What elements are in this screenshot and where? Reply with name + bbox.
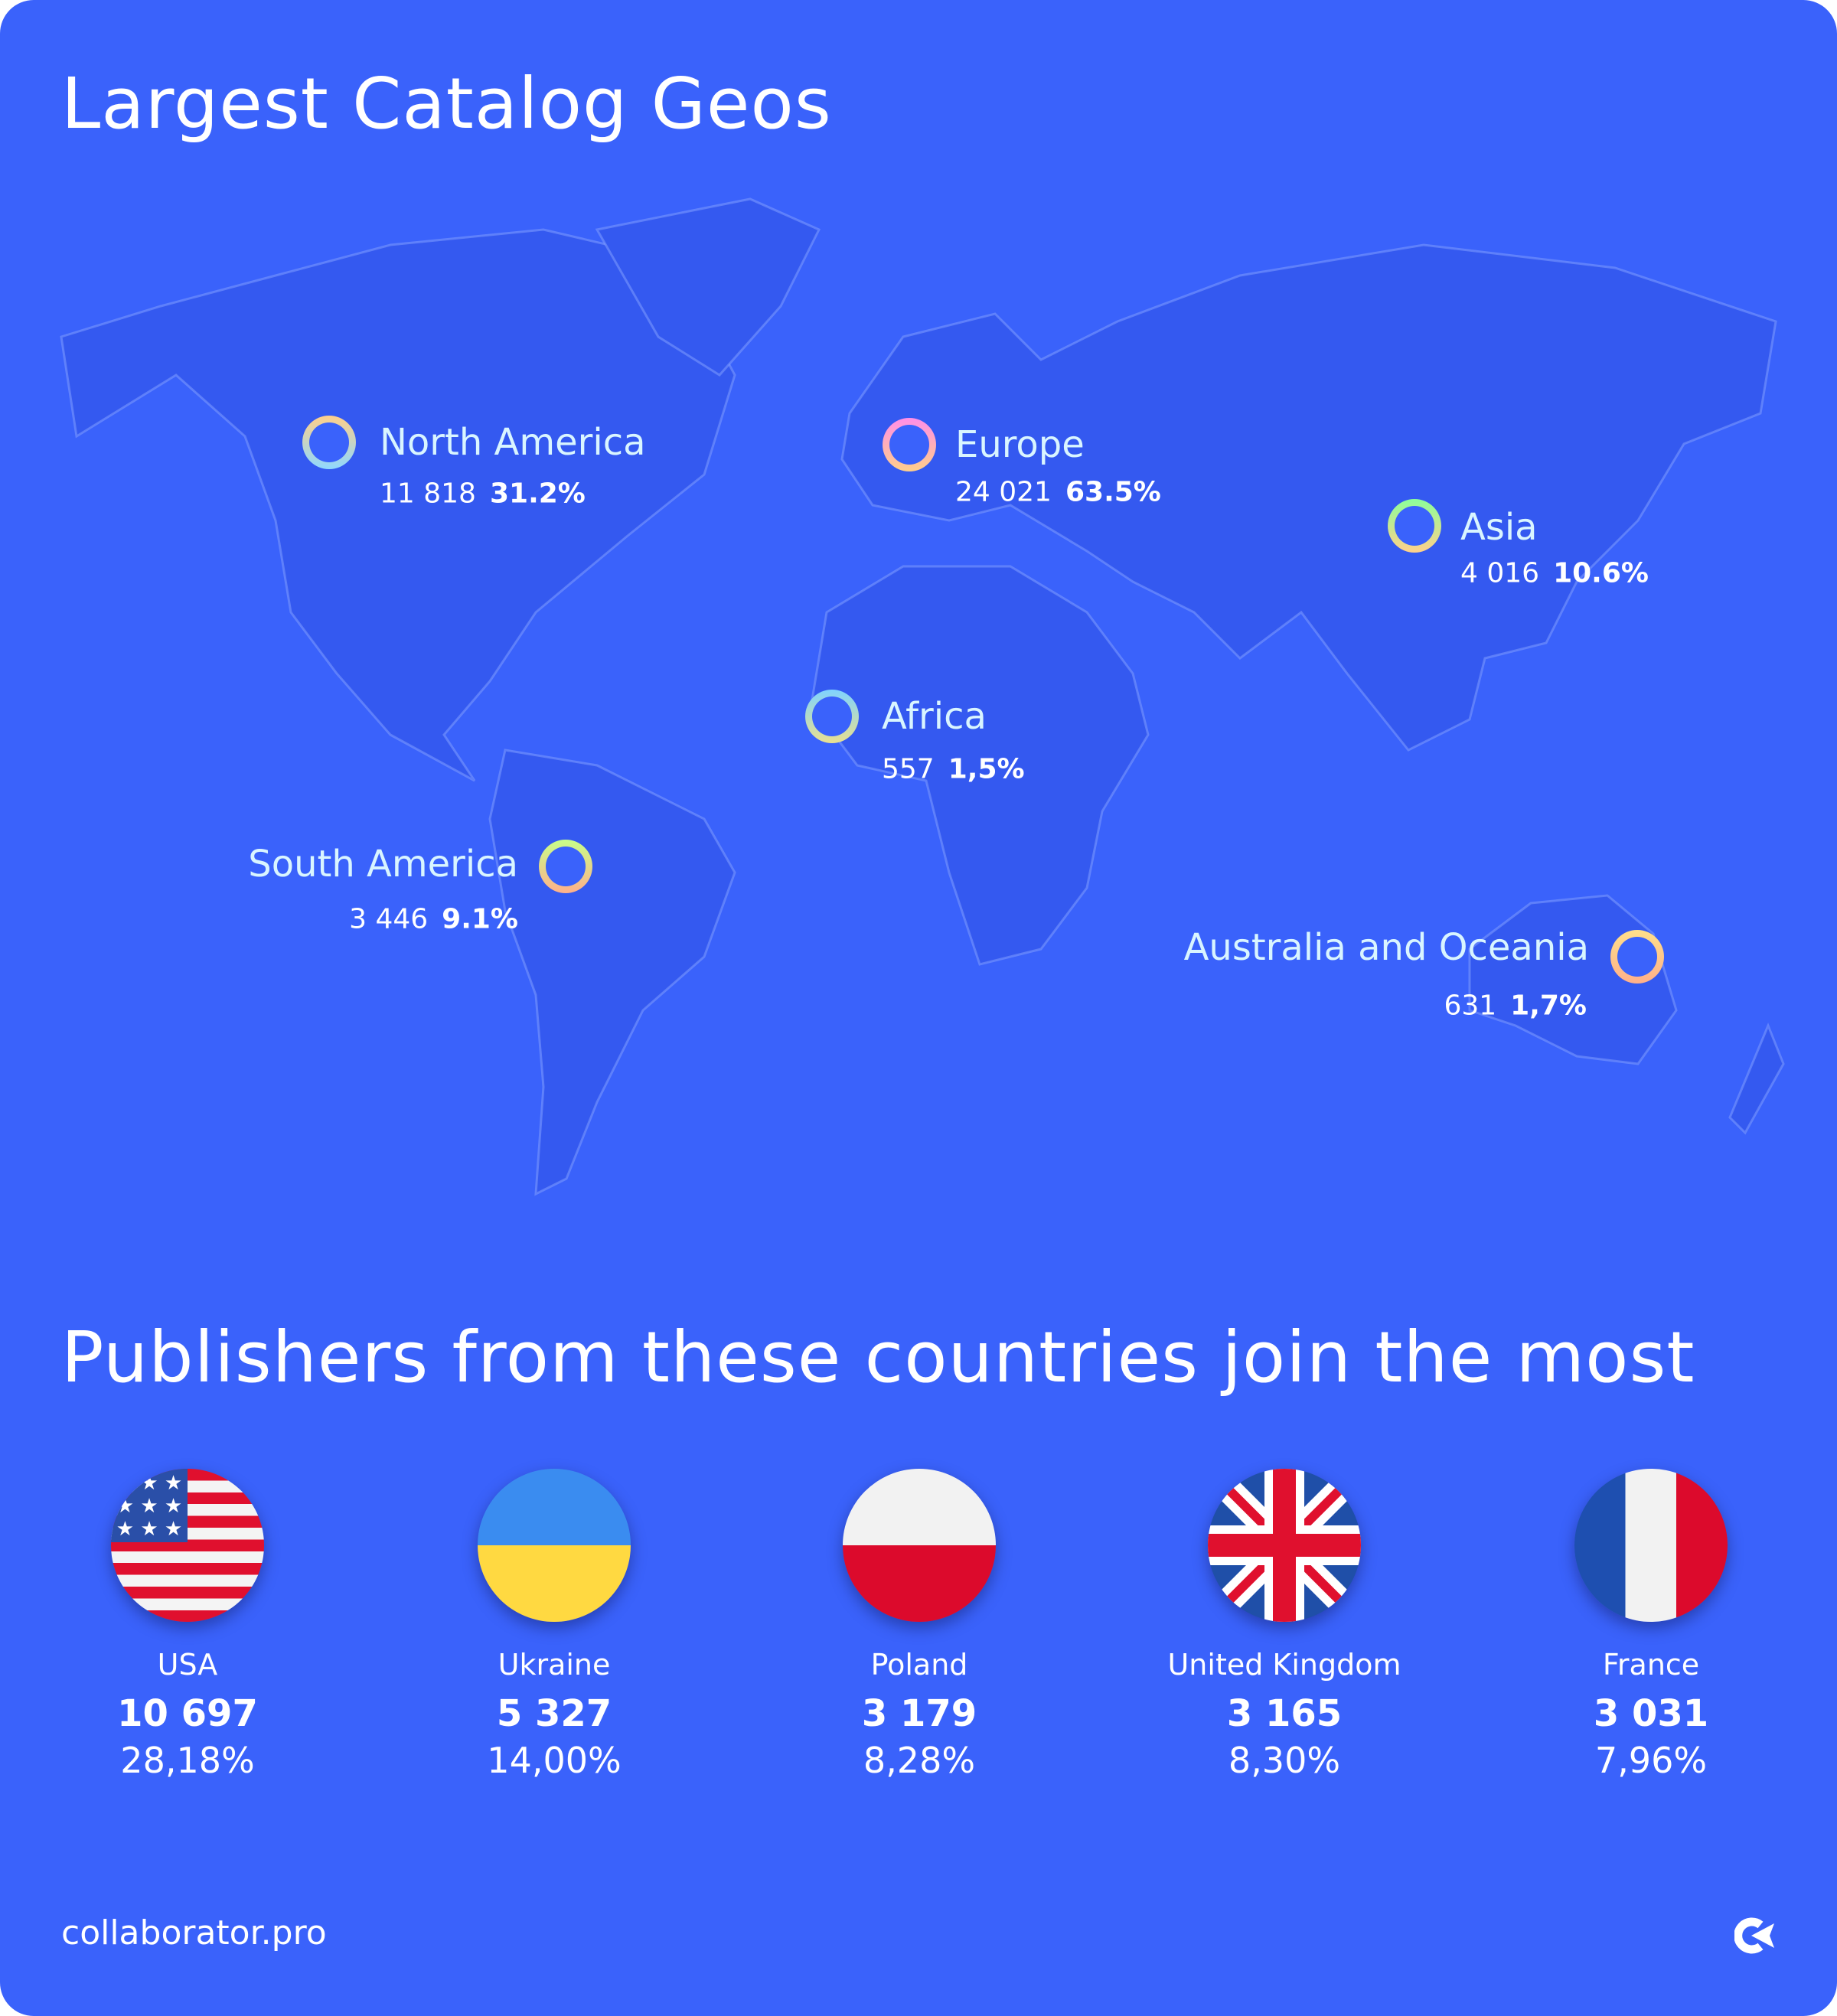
country-percent: 14,00% [487, 1740, 622, 1781]
region-count: 24 021 [955, 476, 1052, 508]
asia-marker-icon [1388, 499, 1441, 553]
footer-site-link[interactable]: collaborator.pro [61, 1913, 327, 1952]
collaborator-logo-icon [1734, 1917, 1774, 1954]
country-count: 3 179 [861, 1692, 977, 1735]
country-name: USA [157, 1648, 218, 1682]
region-stats: 557 1,5% [882, 754, 1025, 785]
region-percent: 10.6% [1553, 557, 1649, 589]
country-count: 5 327 [496, 1692, 612, 1735]
usa-flag-icon: ★ ★ ★ ★ ★ ★ ★ ★ ★ [111, 1469, 264, 1622]
country-name: France [1602, 1648, 1700, 1682]
country-percent: 7,96% [1594, 1740, 1708, 1781]
poland-flag-icon [843, 1469, 996, 1622]
country-count: 3 031 [1593, 1692, 1709, 1735]
france-flag-icon [1574, 1469, 1728, 1622]
region-stats: 24 021 63.5% [955, 477, 1161, 508]
region-stats: 4 016 10.6% [1460, 558, 1649, 589]
country-name: Ukraine [498, 1648, 611, 1682]
country-percent: 8,28% [863, 1740, 976, 1781]
region-percent: 63.5% [1065, 476, 1161, 508]
section-heading: Publishers from these countries join the… [61, 1316, 1695, 1398]
region-name: Australia and Oceania [1183, 926, 1589, 969]
uk-flag-icon [1208, 1469, 1361, 1622]
africa-marker-icon [805, 690, 859, 743]
country-france: France 3 031 7,96% [1498, 1469, 1804, 1781]
page-title: Largest Catalog Geos [61, 63, 832, 145]
country-count: 10 697 [117, 1692, 258, 1735]
ukraine-flag-icon [478, 1469, 631, 1622]
north-america-marker-icon [302, 416, 356, 469]
region-percent: 9.1% [442, 903, 518, 935]
region-percent: 1,7% [1510, 990, 1587, 1022]
africa-shape [810, 565, 1150, 966]
country-percent: 8,30% [1228, 1740, 1341, 1781]
region-name: South America [248, 843, 518, 886]
greenland-shape [595, 197, 821, 377]
region-name: Europe [955, 423, 1085, 466]
south-america-marker-icon [539, 840, 592, 893]
region-count: 631 [1444, 990, 1497, 1022]
region-stats: 631 1,7% [1444, 990, 1587, 1022]
country-ukraine: Ukraine 5 327 14,00% [401, 1469, 707, 1781]
region-stats: 3 446 9.1% [349, 904, 518, 935]
south-america-shape [488, 749, 736, 1196]
country-name: United Kingdom [1167, 1648, 1401, 1682]
country-name: Poland [870, 1648, 968, 1682]
region-stats: 11 818 31.2% [380, 478, 586, 510]
region-name: Africa [882, 695, 987, 738]
region-count: 4 016 [1460, 557, 1540, 589]
region-name: Asia [1460, 506, 1538, 549]
region-count: 3 446 [349, 903, 429, 935]
region-percent: 31.2% [489, 478, 586, 510]
country-percent: 28,18% [120, 1740, 255, 1781]
region-name: North America [380, 421, 646, 464]
eurasia-shape [840, 243, 1777, 752]
region-percent: 1,5% [948, 753, 1025, 785]
europe-marker-icon [883, 418, 936, 471]
region-count: 11 818 [380, 478, 476, 510]
region-count: 557 [882, 753, 935, 785]
country-usa: ★ ★ ★ ★ ★ ★ ★ ★ ★ USA 10 697 28,18% [34, 1469, 341, 1781]
country-poland: Poland 3 179 8,28% [766, 1469, 1072, 1781]
north-america-shape [60, 228, 736, 782]
country-count: 3 165 [1226, 1692, 1343, 1735]
new-zealand-shape [1728, 1023, 1785, 1135]
australia-marker-icon [1610, 930, 1664, 984]
country-united-kingdom: United Kingdom 3 165 8,30% [1131, 1469, 1437, 1781]
